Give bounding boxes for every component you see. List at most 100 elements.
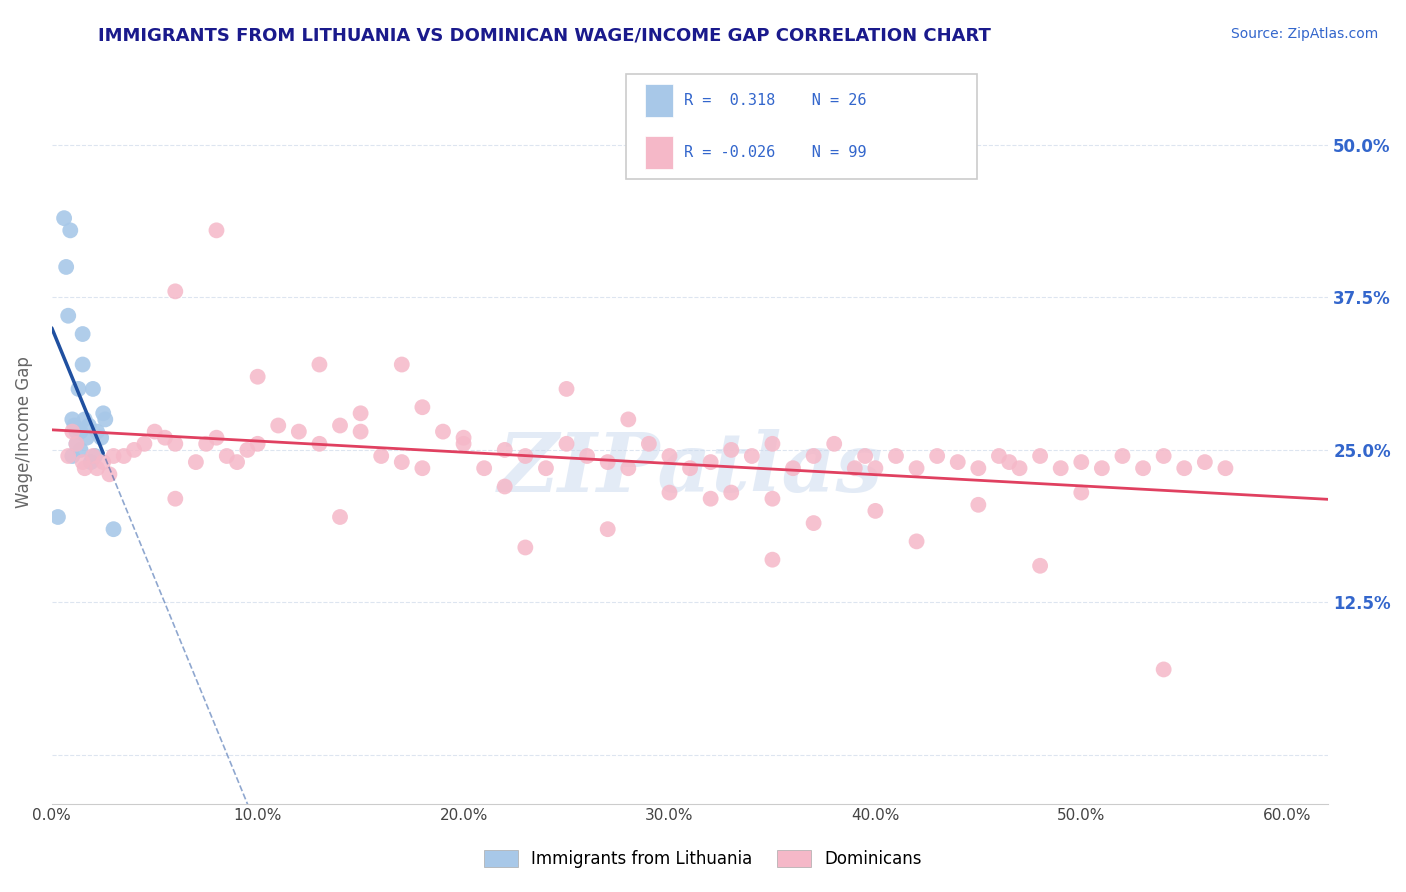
- Point: [60, 425, 83, 439]
- Point: [453, 437, 475, 451]
- Text: R =  0.318    N = 26: R = 0.318 N = 26: [683, 93, 866, 108]
- Point: [1111, 449, 1133, 463]
- Point: [720, 442, 742, 457]
- Point: [60, 412, 83, 426]
- Y-axis label: Wage/Income Gap: Wage/Income Gap: [15, 356, 32, 508]
- Point: [823, 437, 845, 451]
- Point: [761, 552, 783, 566]
- Point: [86, 425, 108, 439]
- Point: [84, 449, 107, 463]
- Point: [184, 455, 207, 469]
- Point: [596, 522, 619, 536]
- Point: [761, 437, 783, 451]
- Point: [65, 437, 87, 451]
- Point: [638, 437, 661, 451]
- Point: [998, 455, 1021, 469]
- Point: [411, 401, 433, 415]
- Bar: [645, 136, 673, 169]
- Point: [69, 425, 91, 439]
- Text: Source: ZipAtlas.com: Source: ZipAtlas.com: [1230, 27, 1378, 41]
- Point: [67, 382, 90, 396]
- Point: [91, 455, 114, 469]
- Text: IMMIGRANTS FROM LITHUANIA VS DOMINICAN WAGE/INCOME GAP CORRELATION CHART: IMMIGRANTS FROM LITHUANIA VS DOMINICAN W…: [98, 27, 991, 45]
- Point: [112, 449, 135, 463]
- Point: [1049, 461, 1071, 475]
- Point: [103, 522, 125, 536]
- Point: [803, 516, 825, 530]
- Point: [80, 455, 103, 469]
- Point: [853, 449, 876, 463]
- Point: [82, 382, 104, 396]
- Point: [86, 461, 108, 475]
- Point: [555, 437, 578, 451]
- Point: [246, 369, 269, 384]
- Point: [1215, 461, 1237, 475]
- Point: [349, 425, 371, 439]
- Point: [329, 418, 352, 433]
- Point: [782, 461, 804, 475]
- Point: [515, 541, 537, 555]
- Point: [1070, 485, 1092, 500]
- Point: [103, 449, 125, 463]
- Point: [391, 358, 413, 372]
- Point: [472, 461, 495, 475]
- Point: [72, 455, 94, 469]
- Point: [69, 442, 91, 457]
- Point: [76, 431, 98, 445]
- Point: [267, 418, 290, 433]
- Point: [215, 449, 238, 463]
- Point: [134, 437, 156, 451]
- Point: [1029, 449, 1052, 463]
- Point: [288, 425, 311, 439]
- Point: [1132, 461, 1154, 475]
- Point: [865, 504, 887, 518]
- Point: [246, 437, 269, 451]
- Point: [58, 309, 80, 323]
- Point: [73, 461, 96, 475]
- Point: [967, 461, 990, 475]
- Point: [77, 418, 100, 433]
- Point: [1153, 449, 1175, 463]
- Bar: [645, 84, 673, 117]
- Point: [494, 442, 516, 457]
- Point: [82, 449, 104, 463]
- Point: [349, 406, 371, 420]
- Point: [884, 449, 907, 463]
- Point: [1091, 461, 1114, 475]
- Point: [987, 449, 1010, 463]
- Point: [46, 510, 69, 524]
- Point: [761, 491, 783, 506]
- Point: [596, 455, 619, 469]
- Point: [658, 449, 681, 463]
- Point: [60, 449, 83, 463]
- Point: [720, 485, 742, 500]
- Point: [1173, 461, 1195, 475]
- Legend: Immigrants from Lithuania, Dominicans: Immigrants from Lithuania, Dominicans: [478, 843, 928, 875]
- Point: [391, 455, 413, 469]
- Point: [143, 425, 166, 439]
- Point: [205, 431, 228, 445]
- Point: [617, 412, 640, 426]
- Point: [58, 449, 80, 463]
- Point: [153, 431, 176, 445]
- Point: [453, 431, 475, 445]
- Point: [432, 425, 454, 439]
- Point: [905, 461, 928, 475]
- Point: [370, 449, 392, 463]
- Point: [1029, 558, 1052, 573]
- Point: [679, 461, 702, 475]
- Point: [1153, 663, 1175, 677]
- Point: [55, 260, 77, 274]
- Point: [1008, 461, 1031, 475]
- Point: [308, 358, 330, 372]
- Point: [411, 461, 433, 475]
- Point: [59, 223, 82, 237]
- Text: R = -0.026    N = 99: R = -0.026 N = 99: [683, 145, 866, 160]
- Point: [494, 479, 516, 493]
- Point: [515, 449, 537, 463]
- Point: [927, 449, 949, 463]
- Point: [72, 326, 94, 341]
- Point: [1194, 455, 1216, 469]
- Point: [658, 485, 681, 500]
- Point: [576, 449, 599, 463]
